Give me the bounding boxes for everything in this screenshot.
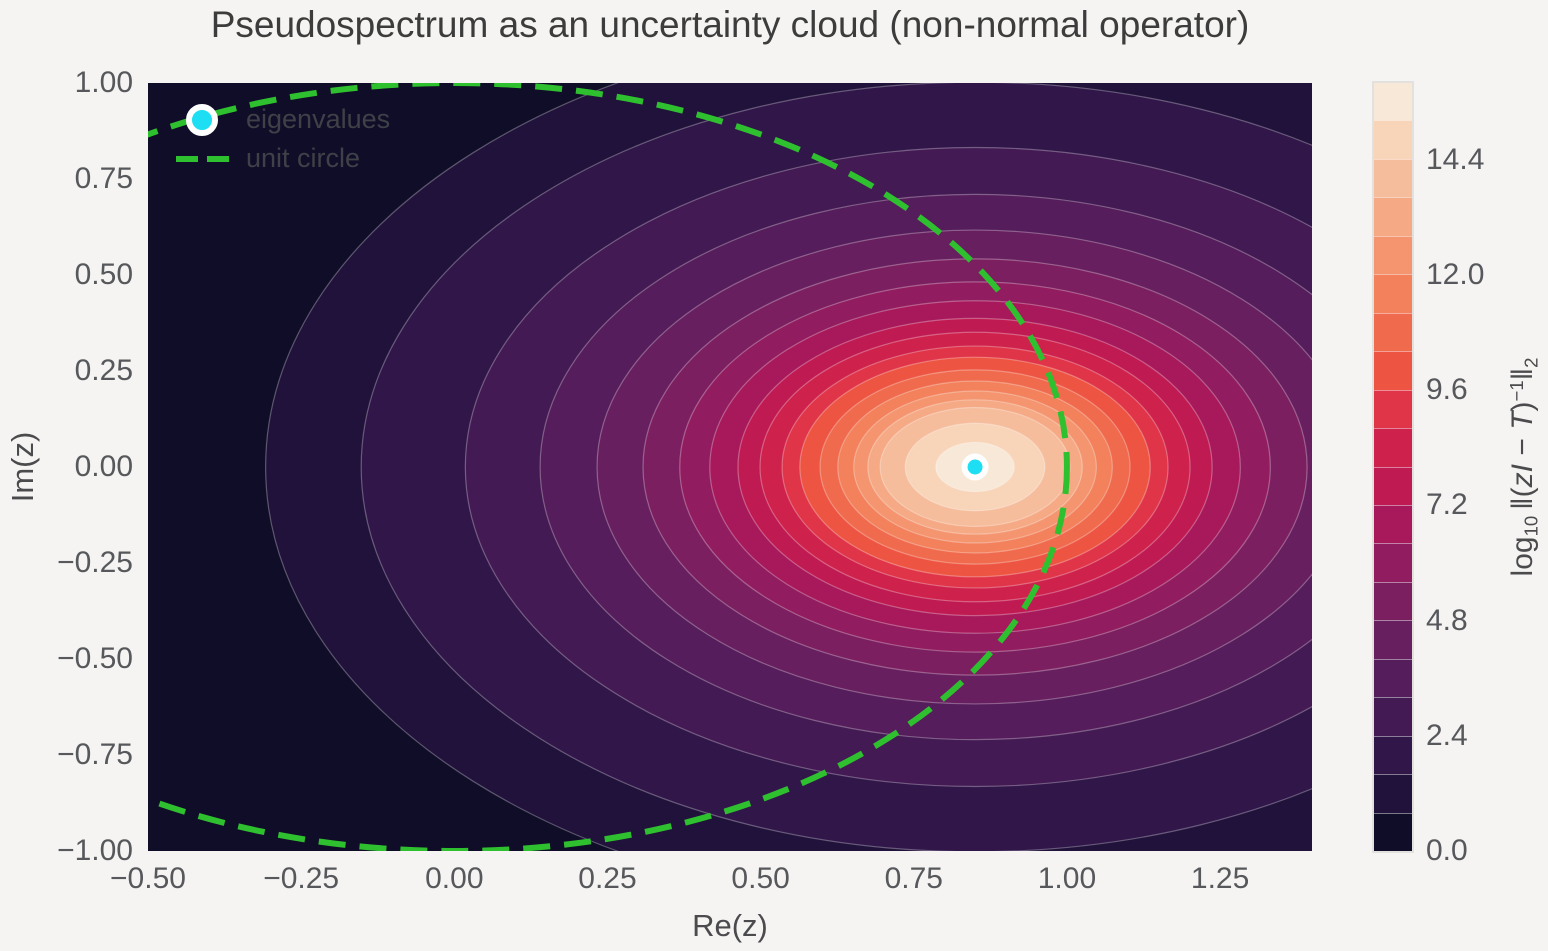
y-tick-label: −1.00 xyxy=(57,834,133,867)
colorbar-band xyxy=(1374,697,1412,736)
x-tick-label: −0.50 xyxy=(110,862,186,895)
y-tick-label: −0.50 xyxy=(57,642,133,675)
y-tick-label: −0.75 xyxy=(57,738,133,771)
colorbar-band xyxy=(1374,120,1412,159)
colorbar-tick-label: 0.0 xyxy=(1426,834,1468,867)
y-tick-label: 0.75 xyxy=(74,162,133,195)
unit-circle xyxy=(148,83,1070,851)
y-tick-label: 0.50 xyxy=(74,258,133,291)
colorbar-tick-label: 12.0 xyxy=(1426,258,1485,291)
colorbar-label-part: log xyxy=(1506,536,1540,577)
colorbar-band xyxy=(1374,466,1412,505)
legend-label-eigenvalues: eigenvalues xyxy=(246,104,391,134)
legend-item-eigenvalues: eigenvalues xyxy=(170,100,390,139)
y-tick-label: 0.25 xyxy=(74,354,133,387)
colorbar-label-part: T xyxy=(1506,411,1540,430)
colorbar-label-part: 2 xyxy=(1520,357,1542,368)
chart-title: Pseudospectrum as an uncertainty cloud (… xyxy=(210,4,1250,45)
x-tick-label: 1.25 xyxy=(1190,862,1250,895)
colorbar-label-part: −1 xyxy=(1505,380,1527,402)
colorbar-band xyxy=(1374,428,1412,467)
legend: eigenvalues unit circle xyxy=(170,100,390,178)
dashed-line-icon xyxy=(170,155,234,162)
y-tick-label: 0.00 xyxy=(74,450,133,483)
plot-area xyxy=(148,83,1312,851)
colorbar-label-part: ‖ xyxy=(1506,367,1540,381)
colorbar-band xyxy=(1374,274,1412,313)
colorbar-band xyxy=(1374,235,1412,275)
colorbar-tick-label: 4.8 xyxy=(1426,603,1468,637)
colorbar-band xyxy=(1374,735,1412,775)
colorbar-band xyxy=(1374,197,1412,236)
colorbar-band xyxy=(1374,83,1412,121)
colorbar-band xyxy=(1374,658,1412,698)
colorbar-band xyxy=(1374,504,1412,544)
colorbar-tick-label: 7.2 xyxy=(1426,488,1468,522)
colorbar-band xyxy=(1374,351,1412,390)
colorbar-band xyxy=(1374,620,1412,659)
y-tick-label: 1.00 xyxy=(74,66,133,99)
eigenvalue-dot-icon xyxy=(170,103,234,136)
colorbar-band xyxy=(1374,543,1412,582)
colorbar-label-part: ‖( xyxy=(1506,487,1540,516)
eigenvalue-marker xyxy=(961,453,989,481)
colorbar-label: log10 ‖(zI − T)−1‖2 xyxy=(1506,358,1543,577)
x-tick-label: 0.75 xyxy=(884,862,943,895)
legend-item-unit-circle: unit circle xyxy=(170,139,390,178)
colorbar-tick-label: 14.4 xyxy=(1426,142,1485,176)
colorbar-label-part: − xyxy=(1506,429,1540,465)
legend-label-unit-circle: unit circle xyxy=(246,143,361,173)
colorbar-band xyxy=(1374,158,1412,198)
colorbar xyxy=(1372,81,1414,853)
colorbar-tick-label: 9.6 xyxy=(1426,373,1468,407)
colorbar-band xyxy=(1374,312,1412,352)
x-tick-label: 0.25 xyxy=(578,862,637,895)
colorbar-band xyxy=(1374,389,1412,429)
x-tick-label: 1.00 xyxy=(1037,862,1097,895)
colorbar-band xyxy=(1374,774,1412,813)
y-tick-label: −0.25 xyxy=(57,546,133,579)
colorbar-tick-label: 2.4 xyxy=(1426,718,1468,752)
colorbar-band xyxy=(1374,812,1412,852)
x-tick-label: 0.00 xyxy=(425,862,484,895)
y-axis-label: Im(z) xyxy=(5,431,40,503)
colorbar-label-part: 10 xyxy=(1520,515,1542,537)
x-axis-label: Re(z) xyxy=(692,908,768,943)
x-tick-label: 0.50 xyxy=(731,862,790,895)
colorbar-label-part: ) xyxy=(1506,401,1540,412)
colorbar-label-part: zI xyxy=(1506,464,1540,488)
colorbar-band xyxy=(1374,581,1412,621)
x-tick-label: −0.25 xyxy=(263,862,340,895)
